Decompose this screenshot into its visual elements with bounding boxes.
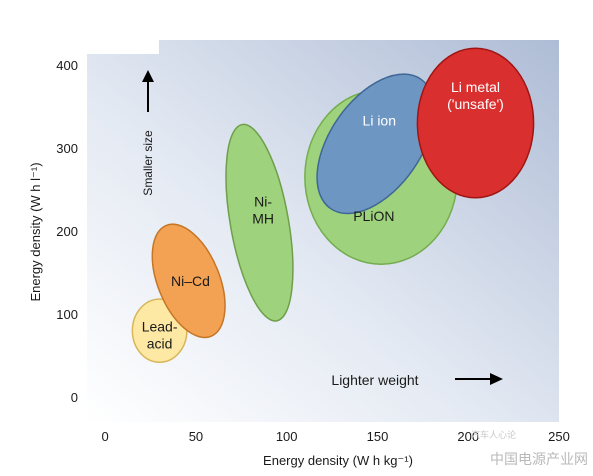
region-label-ni-mh-2: MH xyxy=(252,211,274,227)
x-tick-label: 150 xyxy=(367,429,389,444)
region-label-li-ion: Li ion xyxy=(363,113,396,129)
watermark-small: 汽车人心论 xyxy=(471,429,516,440)
x-tick-label: 100 xyxy=(276,429,298,444)
x-tick-label: 250 xyxy=(548,429,570,444)
smaller-size-label: Smaller size xyxy=(141,130,155,196)
arrow-layer: Smaller size Lighter weight xyxy=(141,70,503,388)
region-label-lead-acid-1: Lead- xyxy=(142,318,178,334)
y-tick-label: 100 xyxy=(56,307,78,322)
region-ni-cd xyxy=(151,223,226,339)
x-tick-label: 50 xyxy=(189,429,203,444)
axis-layer: 0 50 100 150 200 250 0 100 200 300 400 xyxy=(56,58,570,444)
region-label-li-metal-unsafe-2: ('unsafe') xyxy=(447,96,504,112)
lighter-weight-label: Lighter weight xyxy=(331,372,418,388)
lighter-weight-arrow-head xyxy=(490,373,503,385)
region-label-lead-acid-2: acid xyxy=(147,335,173,351)
region-li-ion xyxy=(316,73,435,215)
y-tick-label: 200 xyxy=(56,224,78,239)
x-axis-label: Energy density (W h kg⁻¹) xyxy=(263,453,413,468)
x-tick-label: 0 xyxy=(102,429,109,444)
region-label-plion: PLiON xyxy=(353,208,394,224)
watermark: 中国电源产业网 xyxy=(490,451,588,467)
region-label-ni-mh-1: Ni- xyxy=(254,194,272,210)
y-tick-label: 0 xyxy=(71,390,78,405)
region-label-li-metal-unsafe-1: Li metal xyxy=(451,79,500,95)
regions-layer: PLiON Lead-acid Ni–Cd Ni-MH Li ion Li metal('… xyxy=(131,47,535,363)
smaller-size-arrow-head xyxy=(142,70,154,82)
plot-corner-patch xyxy=(87,40,159,54)
region-ni-mh xyxy=(225,123,294,322)
y-tick-label: 300 xyxy=(56,141,78,156)
x-tick-label: 200 xyxy=(457,429,479,444)
y-tick-label: 400 xyxy=(56,58,78,73)
y-axis-label: Energy density (W h l⁻¹) xyxy=(28,162,43,301)
region-label-ni-cd: Ni–Cd xyxy=(171,273,210,289)
region-li-metal-unsafe xyxy=(416,47,535,199)
